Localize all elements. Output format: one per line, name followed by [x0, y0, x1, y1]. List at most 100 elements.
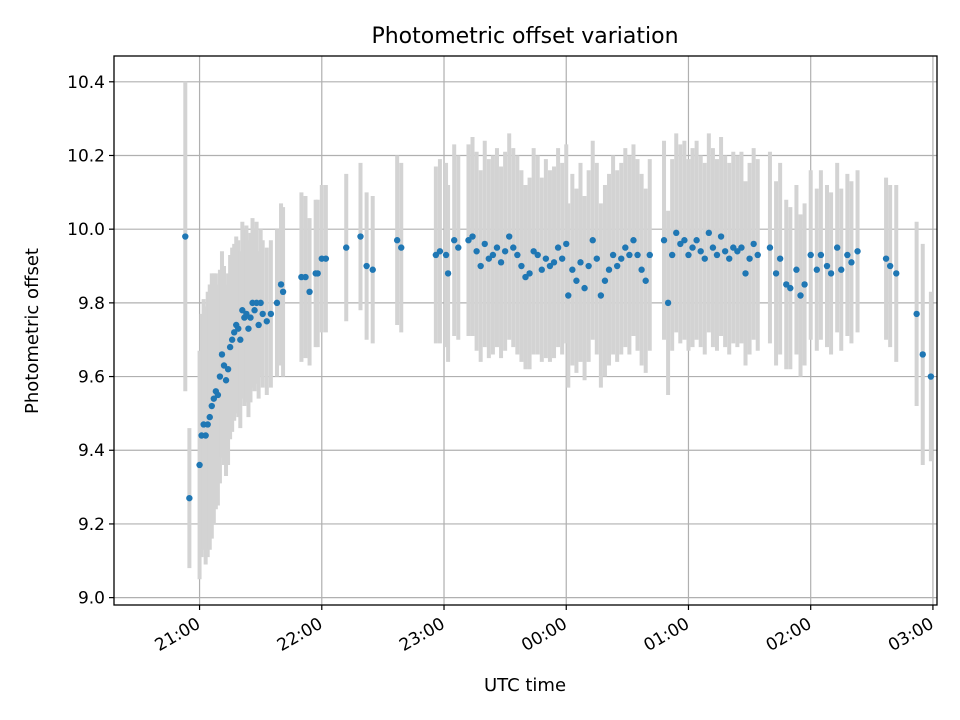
data-point	[442, 251, 450, 259]
data-point	[613, 262, 621, 270]
data-points	[182, 229, 935, 502]
data-point	[243, 310, 250, 318]
data-point	[530, 248, 537, 255]
data-point	[267, 310, 275, 318]
data-point	[776, 255, 784, 262]
data-point	[226, 343, 234, 351]
data-point	[817, 251, 825, 259]
data-point	[558, 255, 566, 262]
data-point	[622, 244, 629, 251]
data-point	[245, 325, 252, 332]
chart-title: Photometric offset variation	[371, 24, 678, 49]
y-tick-label: 10.0	[67, 220, 105, 240]
data-point	[481, 240, 488, 248]
data-point	[210, 395, 218, 402]
data-point	[518, 262, 525, 270]
data-point	[797, 292, 804, 299]
data-point	[398, 244, 405, 251]
data-point	[436, 248, 444, 255]
data-point	[844, 251, 851, 259]
plot-frame	[113, 55, 938, 606]
data-point	[569, 266, 576, 273]
data-point	[766, 244, 774, 251]
data-point	[186, 494, 193, 502]
data-point	[660, 237, 668, 244]
data-point	[239, 307, 246, 314]
data-point	[848, 259, 855, 266]
data-point	[214, 391, 222, 399]
data-point	[526, 270, 533, 277]
y-axis-label: Photometric offset	[22, 248, 43, 414]
data-point	[237, 336, 244, 343]
data-point	[255, 321, 262, 329]
data-point	[357, 233, 364, 240]
data-point	[738, 244, 745, 251]
data-point	[609, 251, 617, 259]
data-point	[279, 288, 287, 296]
data-point	[306, 288, 313, 296]
data-point	[208, 402, 215, 410]
data-point	[222, 377, 230, 384]
data-point	[220, 362, 228, 369]
data-point	[489, 251, 497, 259]
data-point	[522, 273, 529, 281]
data-point	[230, 329, 238, 336]
data-point	[713, 251, 721, 259]
data-point	[202, 432, 209, 439]
data-point	[772, 270, 780, 277]
data-point	[573, 277, 580, 284]
data-point	[746, 255, 753, 262]
data-point	[754, 251, 761, 259]
y-tick-label: 10.4	[67, 73, 105, 93]
data-point	[827, 270, 835, 277]
data-point	[432, 251, 440, 259]
x-tick-label: 02:00	[763, 614, 815, 656]
data-point	[833, 244, 841, 251]
data-point	[626, 251, 633, 259]
data-point	[538, 266, 545, 273]
data-point	[634, 251, 641, 259]
y-tick-label: 9.8	[78, 294, 105, 314]
data-point	[506, 233, 513, 240]
data-point	[514, 251, 521, 259]
data-point	[546, 262, 554, 270]
x-tick-label: 21:00	[152, 614, 204, 656]
y-tick-label: 9.0	[78, 589, 105, 609]
data-point	[693, 237, 700, 244]
data-point	[251, 307, 258, 314]
data-point	[927, 373, 935, 380]
data-point	[314, 270, 321, 277]
data-point	[893, 270, 900, 277]
data-point	[455, 244, 462, 251]
data-point	[343, 244, 350, 251]
x-tick-label: 01:00	[641, 614, 693, 656]
data-point	[638, 266, 645, 273]
data-point	[717, 233, 725, 240]
data-point	[589, 237, 596, 244]
data-point	[277, 281, 285, 288]
data-point	[206, 413, 213, 421]
x-tick-label: 22:00	[274, 614, 326, 656]
data-point	[196, 461, 203, 469]
data-point	[601, 277, 609, 284]
data-point	[451, 237, 458, 244]
data-point	[216, 373, 224, 380]
data-point	[581, 284, 588, 292]
data-point	[563, 240, 570, 248]
data-point	[501, 248, 509, 255]
data-point	[681, 237, 688, 244]
data-point	[585, 262, 592, 270]
data-point	[218, 351, 226, 358]
data-point	[550, 259, 558, 266]
data-point	[673, 229, 680, 237]
x-axis-label: UTC time	[484, 675, 566, 696]
data-point	[813, 266, 821, 273]
data-point	[597, 292, 605, 299]
data-point	[793, 266, 800, 273]
data-point	[497, 259, 505, 266]
data-point	[618, 255, 625, 262]
data-point	[510, 244, 517, 251]
data-point	[742, 270, 749, 277]
data-point	[363, 262, 370, 270]
